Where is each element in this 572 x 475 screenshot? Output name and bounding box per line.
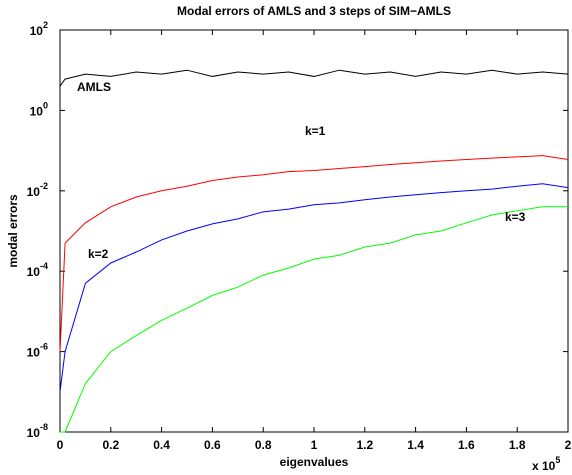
- y-tick-exponent: -4: [40, 262, 48, 272]
- y-tick-exponent: 2: [43, 20, 48, 30]
- x-tick-label: 2: [565, 438, 572, 452]
- y-tick-base: 10: [27, 185, 41, 199]
- y-tick-exponent: 0: [43, 101, 48, 111]
- y-tick-base: 10: [30, 24, 44, 38]
- series-line: [59, 183, 569, 392]
- y-tick-exponent: -2: [40, 181, 48, 191]
- x-tick-label: 1: [311, 438, 318, 452]
- y-tick-label: 100: [30, 101, 48, 119]
- x-tick-label: 1.4: [407, 438, 424, 452]
- series-label: k=1: [305, 124, 326, 138]
- x-tick-label: 0.2: [102, 438, 119, 452]
- chart-title: Modal errors of AMLS and 3 steps of SIM−…: [177, 4, 451, 18]
- series-label: k=2: [88, 247, 109, 261]
- x-tick-label: 0.6: [204, 438, 221, 452]
- x-tick-label: 0.4: [153, 438, 170, 452]
- series-line: [59, 69, 569, 87]
- y-tick-base: 10: [30, 105, 44, 119]
- y-tick-label: 10-2: [27, 181, 48, 199]
- series-line: [59, 155, 569, 352]
- y-tick-label: 10-8: [27, 422, 48, 440]
- x-tick-label: 1.2: [356, 438, 373, 452]
- y-tick-label: 10-6: [27, 342, 48, 360]
- x-tick-label: 1.6: [458, 438, 475, 452]
- x-multiplier-exponent: 5: [555, 455, 560, 465]
- y-tick-label: 102: [30, 20, 48, 38]
- x-tick-label: 0.8: [255, 438, 272, 452]
- y-tick-exponent: -8: [40, 422, 48, 432]
- series-line: [60, 206, 568, 433]
- y-tick-base: 10: [27, 426, 41, 440]
- y-tick-exponent: -6: [40, 342, 48, 352]
- series-label: AMLS: [77, 80, 111, 94]
- x-tick-label: 1.8: [509, 438, 526, 452]
- x-multiplier-base: x 10: [532, 459, 556, 473]
- y-axis-label: modal errors: [6, 194, 20, 268]
- x-axis-label: eigenvalues: [280, 455, 349, 469]
- y-tick-base: 10: [27, 265, 41, 279]
- series-label: k=3: [505, 210, 526, 224]
- y-tick-label: 10-4: [27, 262, 48, 280]
- y-tick-base: 10: [27, 346, 41, 360]
- x-multiplier: x 105: [532, 455, 560, 473]
- x-tick-label: 0: [57, 438, 64, 452]
- plot-frame: [59, 29, 569, 433]
